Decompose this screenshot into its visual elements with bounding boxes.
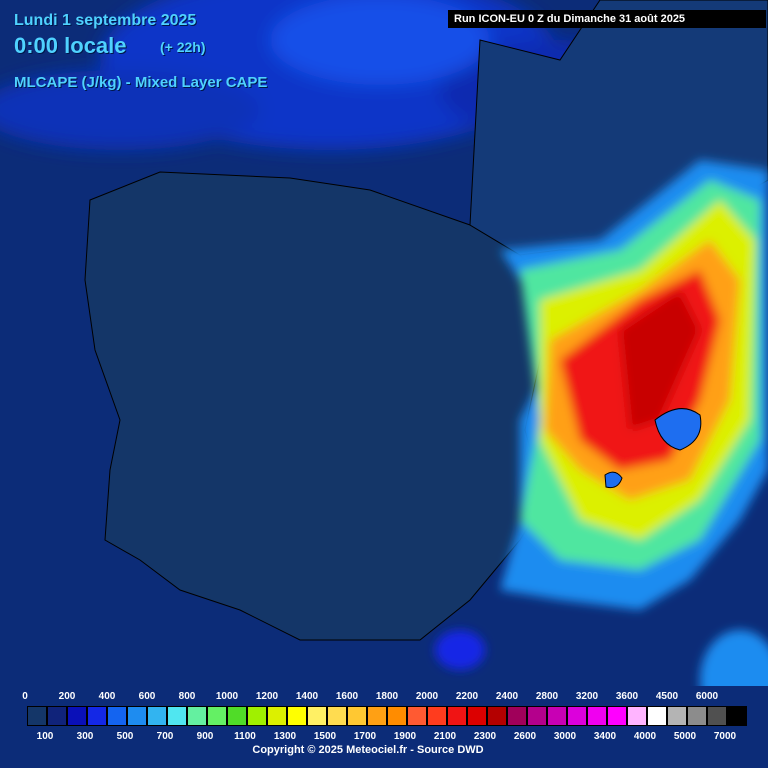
legend-label: 0 — [22, 691, 28, 702]
legend-label: 1000 — [215, 691, 239, 702]
legend-label: 500 — [116, 731, 134, 742]
legend-label: 800 — [178, 691, 196, 702]
color-swatch — [207, 706, 227, 726]
color-swatch — [27, 706, 47, 726]
color-swatch — [447, 706, 467, 726]
legend: 0 100 200 300 400 500 600 700 800 900 1000 1100 1200… — [0, 686, 768, 768]
legend-label: 3600 — [615, 691, 639, 702]
color-swatch — [127, 706, 147, 726]
color-swatch — [367, 706, 387, 726]
legend-label: 2400 — [495, 691, 519, 702]
color-swatch — [607, 706, 627, 726]
legend-label: 6000 — [695, 691, 719, 702]
time: 0:00 locale — [14, 33, 127, 58]
color-swatch — [587, 706, 607, 726]
legend-label: 3400 — [593, 731, 617, 742]
run-banner: Run ICON-EU 0 Z du Dimanche 31 août 2025 — [448, 10, 766, 28]
island — [604, 471, 623, 489]
legend-label: 100 — [36, 731, 54, 742]
color-swatch — [347, 706, 367, 726]
color-swatch — [267, 706, 287, 726]
color-swatch — [467, 706, 487, 726]
legend-label: 1500 — [313, 731, 337, 742]
legend-label: 900 — [196, 731, 214, 742]
color-swatch — [707, 706, 727, 726]
land — [84, 171, 561, 641]
legend-label: 1900 — [393, 731, 417, 742]
color-swatch — [187, 706, 207, 726]
variable: MLCAPE (J/kg) - Mixed Layer CAPE — [14, 74, 268, 91]
legend-label: 3000 — [553, 731, 577, 742]
legend-background — [0, 686, 768, 768]
color-swatch — [687, 706, 707, 726]
color-swatch — [67, 706, 87, 726]
legend-label: 3200 — [575, 691, 599, 702]
color-swatch — [107, 706, 127, 726]
legend-label: 600 — [138, 691, 156, 702]
legend-label: 2300 — [473, 731, 497, 742]
legend-label: 300 — [76, 731, 94, 742]
color-swatch — [427, 706, 447, 726]
color-swatch — [487, 706, 507, 726]
legend-label: 4000 — [633, 731, 657, 742]
date: Lundi 1 septembre 2025 — [14, 12, 197, 29]
color-swatch — [407, 706, 427, 726]
legend-label: 200 — [58, 691, 76, 702]
legend-label: 5000 — [673, 731, 697, 742]
color-swatch — [627, 706, 647, 726]
color-swatch — [727, 706, 747, 726]
color-swatch — [47, 706, 67, 726]
color-swatch — [547, 706, 567, 726]
color-swatch — [647, 706, 667, 726]
color-swatch — [87, 706, 107, 726]
legend-label: 400 — [98, 691, 116, 702]
color-swatch — [667, 706, 687, 726]
color-swatch — [327, 706, 347, 726]
color-swatch — [167, 706, 187, 726]
legend-label: 7000 — [713, 731, 737, 742]
legend-label: 1300 — [273, 731, 297, 742]
color-swatch — [247, 706, 267, 726]
legend-label: 1600 — [335, 691, 359, 702]
legend-label: 2000 — [415, 691, 439, 702]
legend-label: 2800 — [535, 691, 559, 702]
color-swatch — [567, 706, 587, 726]
color-swatch — [387, 706, 407, 726]
color-swatch — [307, 706, 327, 726]
legend-label: 1800 — [375, 691, 399, 702]
copyright: Copyright © 2025 Meteociel.fr - Source D… — [252, 744, 484, 756]
legend-label: 2100 — [433, 731, 457, 742]
color-swatch — [147, 706, 167, 726]
offset: (+ 22h) — [160, 39, 206, 55]
color-swatch — [527, 706, 547, 726]
legend-label: 700 — [156, 731, 174, 742]
color-swatch — [287, 706, 307, 726]
color-swatch — [507, 706, 527, 726]
legend-label: 2200 — [455, 691, 479, 702]
legend-label: 1200 — [255, 691, 279, 702]
legend-label: 1400 — [295, 691, 319, 702]
legend-label: 2600 — [513, 731, 537, 742]
color-swatch — [227, 706, 247, 726]
island — [654, 408, 702, 451]
legend-label: 1700 — [353, 731, 377, 742]
legend-label: 1100 — [234, 731, 256, 742]
legend-label: 4500 — [655, 691, 679, 702]
